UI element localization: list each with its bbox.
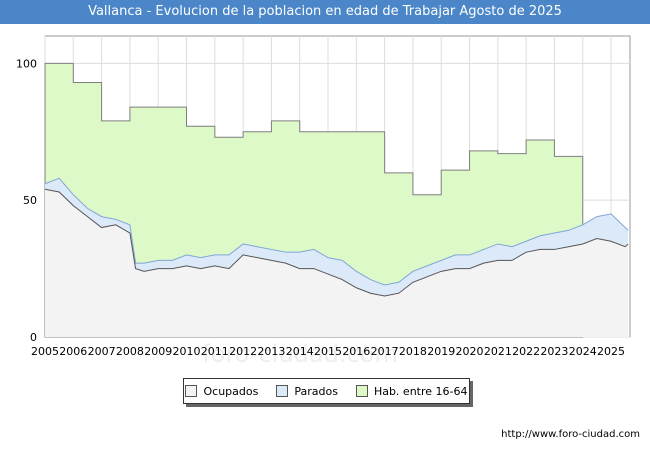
x-tick-label: 2022: [512, 345, 540, 358]
chart-title: Vallanca - Evolucion de la poblacion en …: [0, 0, 650, 24]
legend-swatch-parados: [276, 385, 289, 397]
series-line-parados: [44, 177, 629, 286]
series-area-ocupados: [45, 189, 629, 337]
legend-swatch-ocupados: [185, 385, 198, 397]
source-link[interactable]: http://www.foro-ciudad.com: [501, 429, 640, 440]
y-tick-label: 100: [16, 57, 37, 70]
legend-swatch-hab: [355, 385, 368, 397]
x-tick-label: 2009: [144, 345, 172, 358]
y-tick-label: 50: [23, 194, 37, 207]
x-tick-label: 2011: [201, 345, 229, 358]
x-tick-label: 2016: [342, 345, 370, 358]
watermark-text: foro-ciudad.com: [202, 340, 397, 368]
x-tick-label: 2018: [399, 345, 427, 358]
series-areas: [44, 62, 629, 338]
legend-item-hab: Hab. entre 16-64: [355, 384, 468, 398]
x-tick-label: 2025: [597, 345, 625, 358]
legend-label-hab: Hab. entre 16-64: [373, 384, 468, 398]
series-line-ocupados: [44, 188, 629, 297]
x-tick-label: 2012: [229, 345, 257, 358]
x-tick-label: 2021: [484, 345, 512, 358]
x-tick-label: 2015: [314, 345, 342, 358]
x-tick-label: 2023: [540, 345, 568, 358]
x-tick-label: 2020: [456, 345, 484, 358]
legend-item-ocupados: Ocupados: [185, 385, 258, 398]
legend-label-ocupados: Ocupados: [203, 384, 259, 398]
x-tick-label: 2007: [88, 345, 116, 358]
x-tick-label: 2017: [371, 345, 399, 358]
legend: Ocupados Parados Hab. entre 16-64: [183, 378, 470, 404]
x-tick-label: 2019: [427, 345, 455, 358]
x-tick-label: 2005: [31, 345, 59, 358]
x-tick-label: 2010: [173, 345, 201, 358]
y-tick-label: 0: [30, 331, 37, 344]
x-tick-label: 2014: [286, 345, 314, 358]
legend-item-parados: Parados: [276, 385, 338, 398]
x-tick-label: 2008: [116, 345, 144, 358]
x-tick-label: 2013: [257, 345, 285, 358]
x-tick-label: 2006: [59, 345, 87, 358]
legend-label-parados: Parados: [294, 384, 338, 398]
x-tick-label: 2024: [569, 345, 597, 358]
